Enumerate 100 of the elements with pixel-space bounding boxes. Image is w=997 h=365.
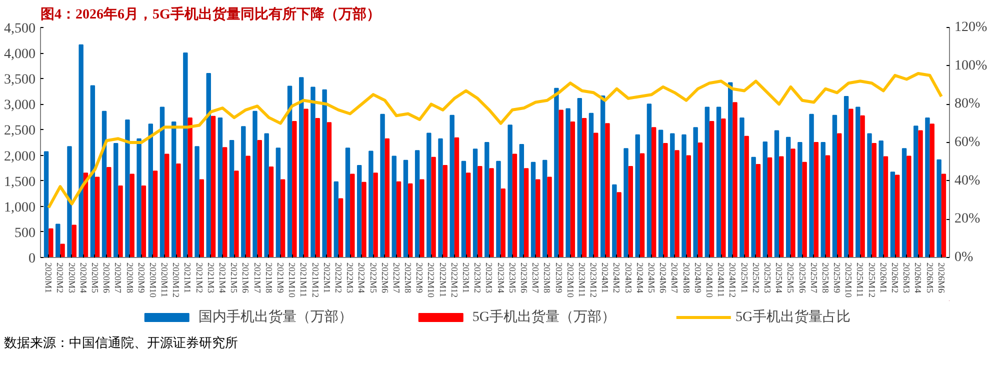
bar [500,188,506,258]
x-tick-label: 2023M8 [542,262,552,294]
bar [674,150,680,258]
bar [588,112,594,258]
x-tick-label: 2020M12 [171,262,182,298]
y2-tick-label: 0% [954,250,974,265]
bar [67,146,72,258]
x-tick-label: 2024M4 [634,262,645,294]
bar [90,85,96,258]
bar [809,114,814,258]
bar [906,156,912,258]
bar [902,148,907,258]
bar [925,117,930,258]
bar [454,137,460,258]
bar [867,133,872,258]
bar [350,174,355,258]
y-tick-label: 3,500 [4,72,36,88]
bar [716,106,722,258]
bar [566,108,570,258]
x-tick-label: 2026M6 [936,262,946,294]
bar [536,179,540,258]
bar [848,108,854,258]
bar [241,126,246,258]
x-tick-label: 2021M6 [240,262,251,294]
x-tick-label: 2026M5 [924,262,935,294]
bar [530,162,536,258]
bar [292,121,297,258]
bar [890,172,896,258]
bar [844,96,849,258]
bar [403,160,408,258]
bar [547,176,552,258]
x-tick-label: 2023M10 [565,262,576,298]
bar [466,172,471,258]
bar [431,156,436,258]
x-tick-label: 2020M9 [136,262,146,294]
x-tick-label: 2024M6 [658,262,668,294]
bar [554,88,559,258]
bar [941,174,946,258]
x-tick-label: 2022M6 [380,262,390,294]
bar [72,224,76,258]
x-tick-label: 2025M3 [762,262,772,294]
bar [287,86,292,258]
bar [605,123,610,258]
bar [767,157,772,258]
bar [384,138,390,258]
bar [210,116,216,258]
bar [392,156,396,258]
bar [721,118,726,258]
bar [326,122,332,258]
bar [310,86,316,258]
bar [94,176,100,258]
x-tick-label: 2021M5 [229,262,240,294]
x-tick-label: 2020M11 [160,262,170,298]
bar [756,164,761,258]
bar [408,183,413,258]
x-tick-label: 2020M3 [66,262,77,294]
bar [686,155,691,258]
y-tick-label: 4,000 [4,47,36,62]
bar [276,148,281,258]
x-tick-label: 2026M4 [913,262,924,294]
bar [472,148,478,258]
x-tick-label: 2021M8 [264,262,274,294]
bar [345,148,350,258]
x-tick-label: 2023M4 [496,262,506,294]
bar [774,130,780,258]
bar [246,156,250,258]
bar [218,117,223,258]
bar [136,138,142,258]
x-tick-label: 2025M7 [808,262,819,294]
x-tick-label: 2020M5 [90,262,100,294]
bar [663,143,668,258]
bar [732,102,738,258]
bar [234,170,239,258]
bar [48,228,54,258]
y-tick-label: 4,500 [4,22,36,36]
x-tick-label: 2025M8 [820,262,830,294]
x-tick-label: 2024M2 [612,262,622,294]
bar [856,106,860,258]
x-tick-label: 2026M3 [902,262,912,294]
x-tick-label: 2022M7 [391,262,402,294]
bar [872,143,876,258]
bar [194,146,200,258]
bar [438,138,443,258]
x-tick-label: 2023M7 [530,262,541,294]
bar [442,165,448,258]
x-tick-label: 2025M1 [739,262,750,294]
x-tick-label: 2022M5 [368,262,378,294]
y-tick-label: 0 [28,252,36,266]
bar [44,151,49,258]
bar [315,118,320,258]
bar [188,117,192,258]
bar [751,156,756,258]
bar [612,184,617,258]
bar [171,122,176,258]
x-tick-label: 2021M7 [252,262,262,294]
bar [368,150,374,258]
bar [860,115,865,258]
bar [616,192,622,258]
x-tick-label: 2022M3 [345,262,356,294]
bar [894,174,900,258]
